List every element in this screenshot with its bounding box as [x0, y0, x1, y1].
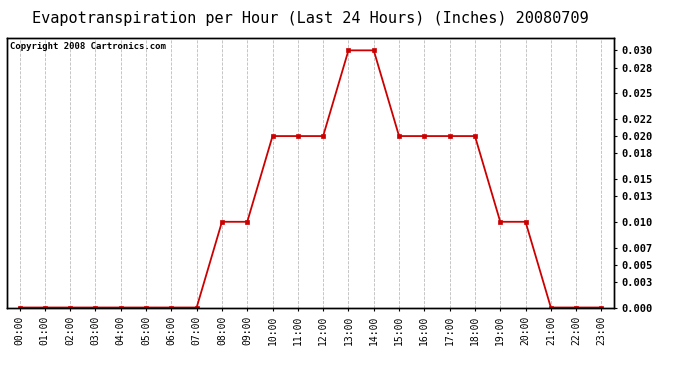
Text: Copyright 2008 Cartronics.com: Copyright 2008 Cartronics.com	[10, 42, 166, 51]
Text: Evapotranspiration per Hour (Last 24 Hours) (Inches) 20080709: Evapotranspiration per Hour (Last 24 Hou…	[32, 11, 589, 26]
